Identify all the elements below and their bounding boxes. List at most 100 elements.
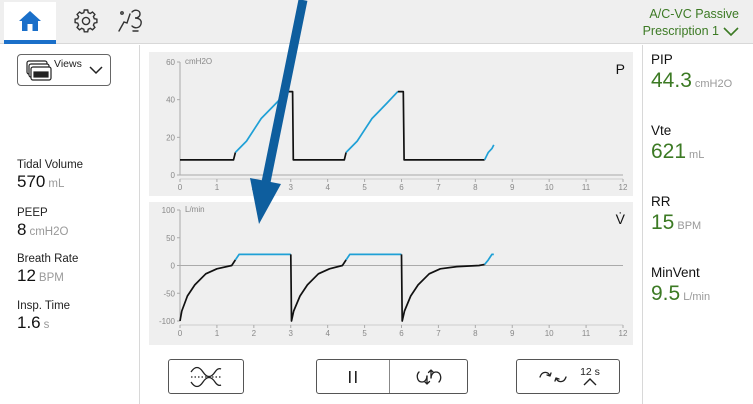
x-tick-label: 10 <box>545 329 554 338</box>
param-value: 1.6 <box>17 313 41 332</box>
param-unit: cmH2O <box>29 226 69 238</box>
chevron-down-icon <box>89 66 103 75</box>
flow-chart-letter: V̇ <box>615 211 625 227</box>
param-insp-time[interactable]: Insp. Time 1.6 s <box>17 300 70 333</box>
home-icon <box>19 11 41 31</box>
pressure-chart-letter: P <box>615 61 625 77</box>
measure-name: Vte <box>651 123 672 138</box>
param-name: Insp. Time <box>17 300 71 312</box>
waveform-segment-4 <box>400 254 485 322</box>
param-tidal-volume[interactable]: Tidal Volume 570 mL <box>17 159 83 192</box>
param-name: Breath Rate <box>17 253 79 265</box>
waveform-segment-1 <box>234 253 291 261</box>
waveform-controls: 12 s <box>140 348 642 404</box>
x-tick-label: 4 <box>325 183 330 192</box>
x-tick-label: 1 <box>215 329 220 338</box>
y-unit-label: L/min <box>185 205 205 214</box>
measure-value: 9.5 <box>651 282 681 305</box>
tab-tools[interactable] <box>112 6 152 36</box>
inspiratory-expiratory-hold-icon <box>416 368 441 385</box>
flow-waveform: L/min -100 -50 0 50 100 0 1 2 3 4 5 6 7 8 9 10 11 12 V̇ <box>149 202 633 345</box>
tab-settings[interactable] <box>66 6 106 36</box>
measure-unit: BPM <box>677 220 702 232</box>
tab-home[interactable] <box>4 2 56 44</box>
y-tick-label: 0 <box>171 171 176 180</box>
waveform-segment-2 <box>287 90 347 161</box>
y-tick-label: 0 <box>171 262 176 271</box>
x-tick-label: 3 <box>289 183 294 192</box>
sweep-speed-button[interactable]: 12 s <box>516 359 620 394</box>
measurements-panel: PIP 44.3 cmH2O Vte 621 mL RR 15 BPM MinVent… <box>642 45 753 404</box>
x-tick-label: 3 <box>289 329 294 338</box>
pause-hold-group <box>316 359 468 394</box>
measure-rr[interactable]: RR 15 BPM <box>651 194 701 236</box>
x-tick-label: 12 <box>619 183 628 192</box>
pause-button[interactable] <box>317 360 389 393</box>
x-tick-label: 7 <box>436 183 441 192</box>
param-value: 8 <box>17 220 27 239</box>
measure-pip[interactable]: PIP 44.3 cmH2O <box>651 52 732 94</box>
views-icon <box>26 60 52 81</box>
param-peep[interactable]: PEEP 8 cmH2O <box>17 207 68 240</box>
waveform-segment-0 <box>180 152 237 161</box>
y-tick-label: 20 <box>166 133 175 142</box>
waveform-segment-2 <box>289 254 347 322</box>
x-tick-label: 11 <box>582 183 591 192</box>
x-tick-label: 1 <box>215 183 220 192</box>
views-label: Views <box>54 58 82 70</box>
measure-name: PIP <box>651 52 673 67</box>
x-tick-label: 9 <box>510 183 515 192</box>
chevron-down-icon <box>723 26 739 36</box>
measure-unit: L/min <box>683 291 711 303</box>
y-tick-label: 40 <box>166 96 175 105</box>
param-unit: s <box>43 319 50 331</box>
x-tick-label: 5 <box>362 183 367 192</box>
measure-value: 15 <box>651 211 675 234</box>
measure-name: MinVent <box>651 265 700 280</box>
mode-label: A/C-VC Passive <box>649 7 739 21</box>
x-tick-label: 11 <box>582 329 591 338</box>
param-value: 12 <box>17 266 36 285</box>
views-dropdown[interactable]: Views <box>17 54 111 86</box>
x-tick-label: 4 <box>325 329 330 338</box>
x-tick-label: 0 <box>178 329 183 338</box>
measure-unit: cmH2O <box>694 78 733 90</box>
y-unit-label: cmH2O <box>185 57 212 66</box>
x-tick-label: 10 <box>545 183 554 192</box>
x-tick-label: 6 <box>399 183 404 192</box>
measure-value: 44.3 <box>651 69 692 92</box>
y-tick-label: 100 <box>162 206 176 215</box>
waveform-segment-4 <box>397 90 485 161</box>
inspiratory-expiratory-hold-button[interactable] <box>389 360 467 393</box>
pause-icon <box>349 370 357 383</box>
param-breath-rate[interactable]: Breath Rate 12 BPM <box>17 253 78 286</box>
ventilation-mode[interactable]: A/C-VC Passive Prescription 1 <box>643 6 739 40</box>
measure-unit: mL <box>689 149 705 161</box>
pressure-waveform: cmH2O 0 20 40 60 0 1 2 3 4 5 6 7 8 9 10 11 12 P <box>149 52 633 196</box>
x-tick-label: 7 <box>436 329 441 338</box>
measure-minvent[interactable]: MinVent 9.5 L/min <box>651 265 710 307</box>
waveform-toggle-icon <box>190 366 222 387</box>
gear-icon <box>74 9 98 33</box>
waveform-segment-3 <box>345 91 399 153</box>
param-value: 570 <box>17 172 46 191</box>
measure-name: RR <box>651 194 671 209</box>
x-tick-label: 12 <box>619 329 628 338</box>
tools-icon <box>118 9 142 32</box>
x-tick-label: 2 <box>252 329 257 338</box>
sweep-label: 12 s <box>580 366 600 378</box>
x-tick-label: 2 <box>252 183 257 192</box>
y-tick-label: 50 <box>166 234 175 243</box>
waveform-segment-3 <box>345 253 402 261</box>
waveform-segment-0 <box>179 259 237 322</box>
param-unit: mL <box>48 178 65 190</box>
measure-vte[interactable]: Vte 621 mL <box>651 123 704 165</box>
waveform-toggle-button[interactable] <box>168 359 244 394</box>
x-tick-label: 6 <box>399 329 404 338</box>
param-name: PEEP <box>17 207 48 219</box>
settings-panel: Views Tidal Volume 570 mL PEEP 8 cmH2O Bre… <box>0 45 140 404</box>
x-tick-label: 8 <box>473 183 478 192</box>
param-unit: BPM <box>38 272 64 284</box>
